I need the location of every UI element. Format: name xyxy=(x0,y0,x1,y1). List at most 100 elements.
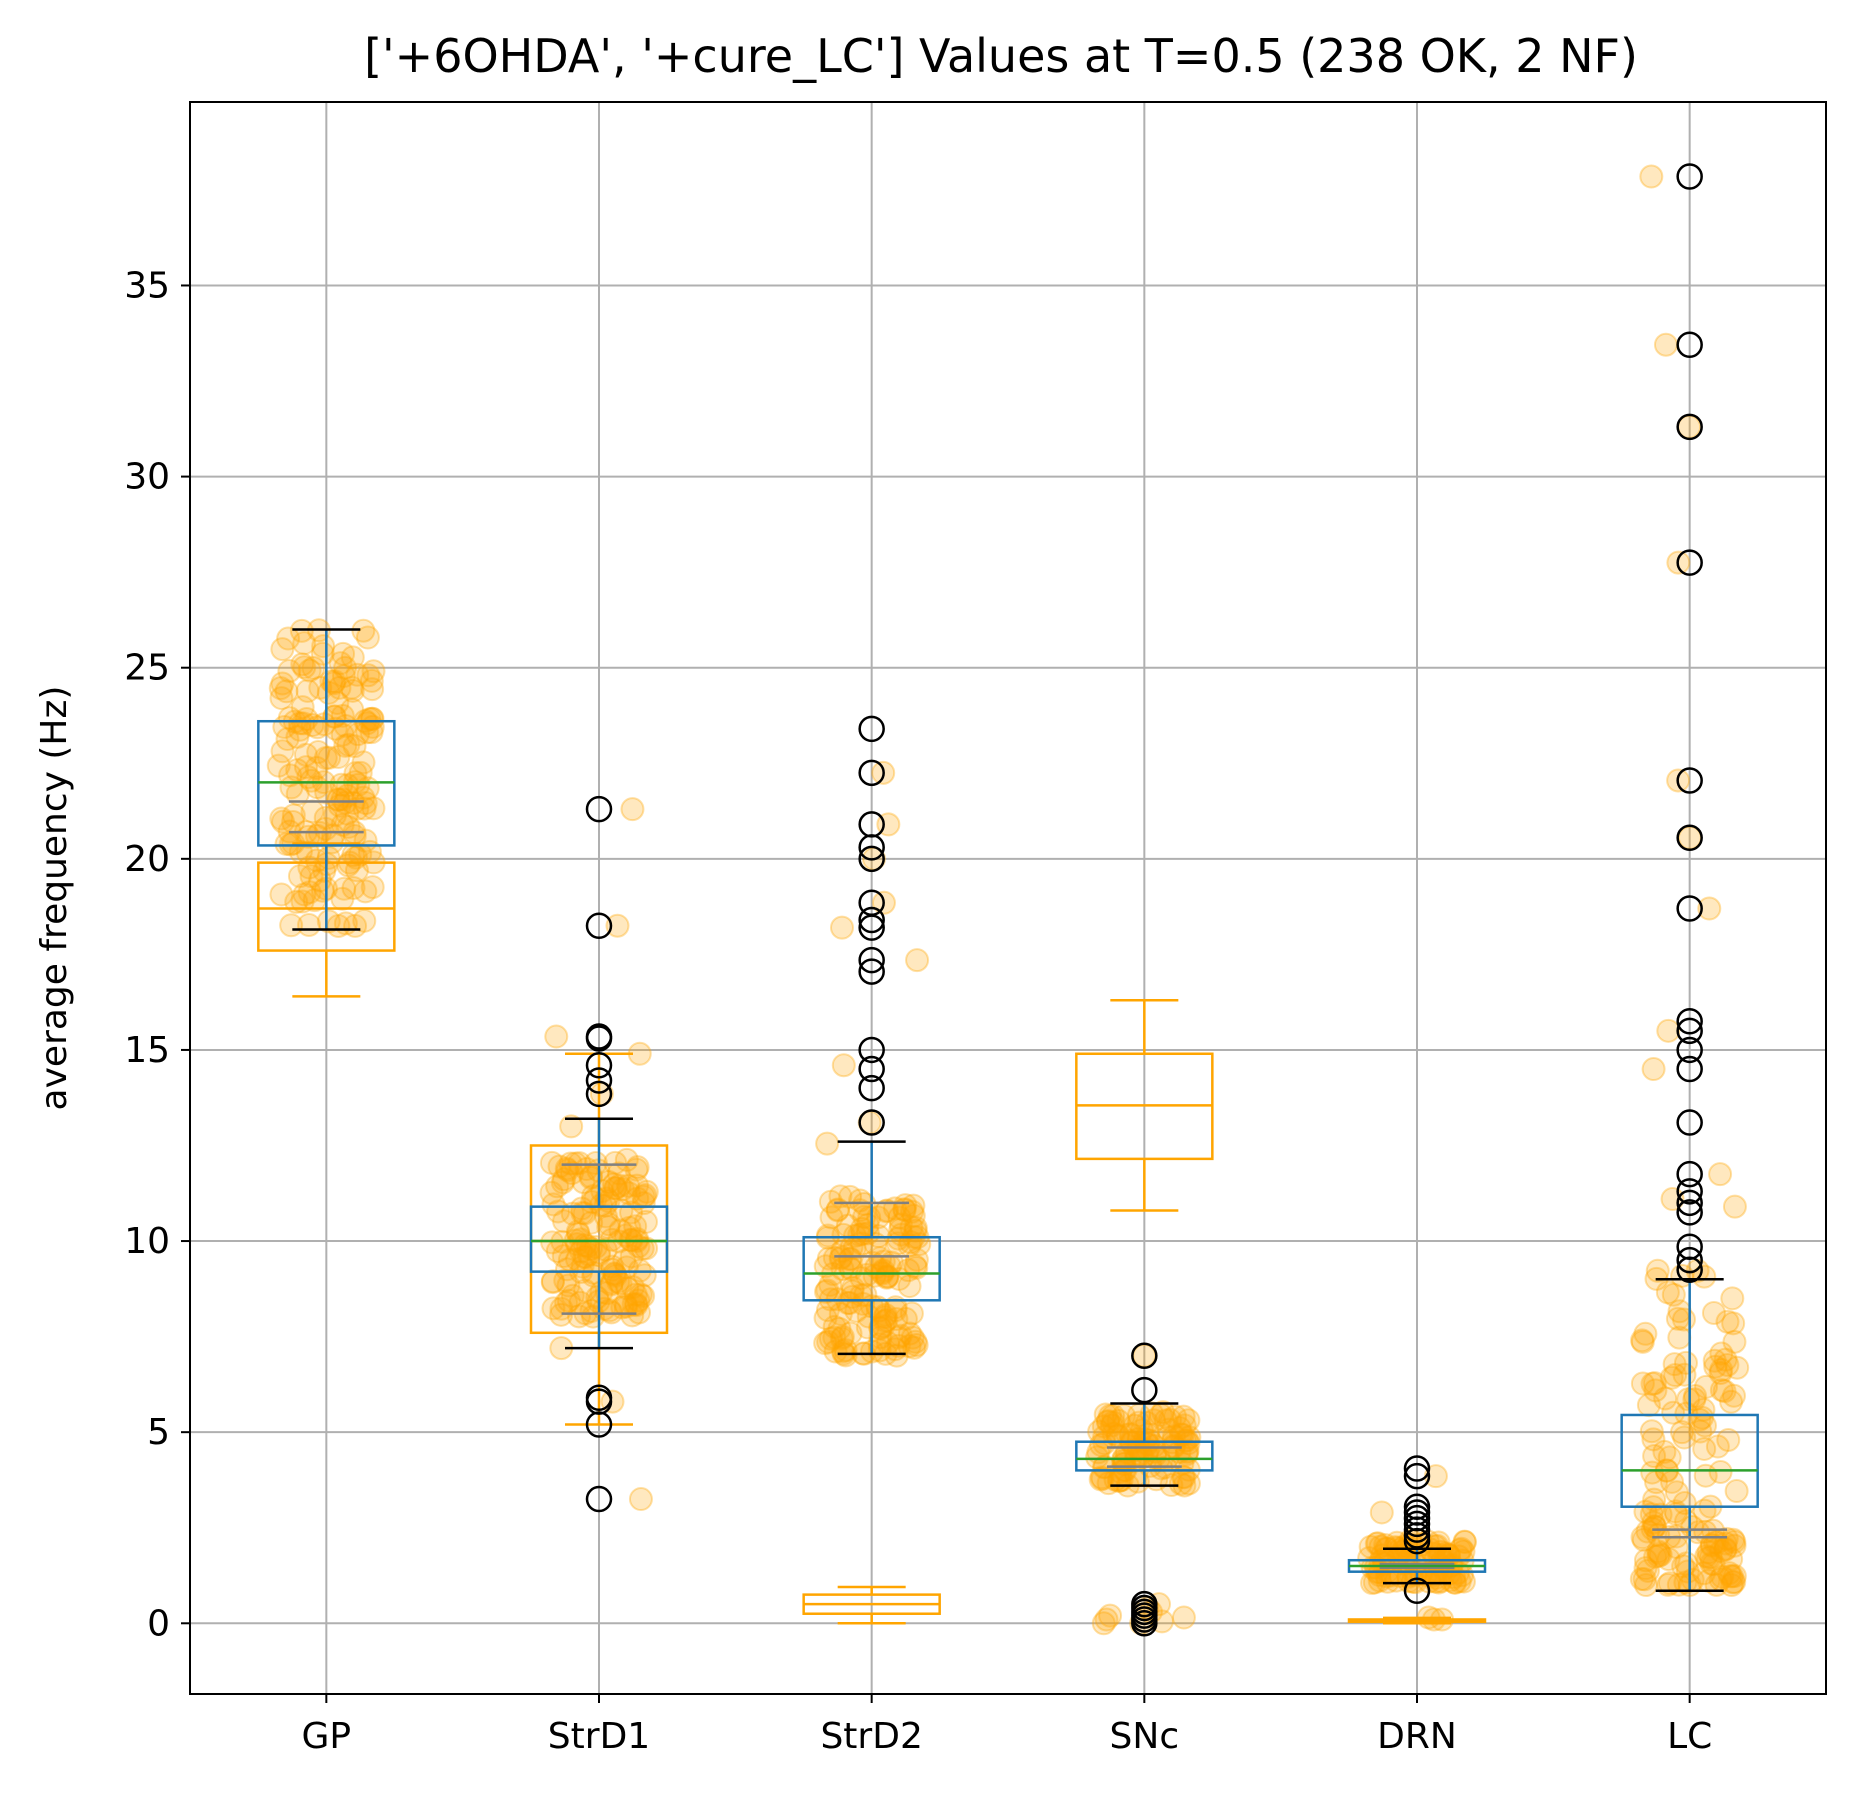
scatter-point-lc xyxy=(1653,1386,1678,1411)
scatter-point-strd2 xyxy=(874,1265,899,1290)
scatter-point-snc xyxy=(1151,1400,1176,1425)
scatter-point-strd1 xyxy=(556,1288,581,1313)
scatter-point-gp xyxy=(289,618,314,643)
scatter-point-strd1 xyxy=(628,1282,653,1307)
scatter-point-gp xyxy=(270,671,295,696)
scatter-point-gp xyxy=(295,678,320,703)
scatter-point-strd2 xyxy=(847,1222,872,1247)
scatter-point-strd2 xyxy=(903,1329,928,1354)
scatter-point-lc xyxy=(1693,1463,1718,1488)
scatter-point-snc xyxy=(1172,1465,1197,1490)
scatter-point-strd2 xyxy=(851,1291,876,1316)
scatter-point-gp xyxy=(331,641,356,666)
scatter-point-lc xyxy=(1630,1371,1655,1396)
scatter-point-strd1 xyxy=(565,1219,590,1244)
scatter-point-lc xyxy=(1724,1479,1749,1504)
scatter-point-lc xyxy=(1641,1427,1666,1452)
scatter-point-strd1 xyxy=(572,1244,597,1269)
outlier-lc xyxy=(1676,1008,1703,1035)
scatter-point-gp xyxy=(343,913,368,938)
scatter-point-lc xyxy=(1716,1427,1741,1452)
scatter-point-gp xyxy=(352,796,377,821)
scatter-point-gp xyxy=(360,677,385,702)
scatter-point-lc xyxy=(1722,1194,1747,1219)
scatter-point-lc xyxy=(1708,1361,1733,1386)
scatter-point-strd1 xyxy=(599,1227,624,1252)
scatter-point-gp xyxy=(355,711,380,736)
scatter-point-snc xyxy=(1171,1605,1196,1630)
scatter-point-drn xyxy=(1425,1533,1450,1558)
scatter-point-snc xyxy=(1136,1432,1161,1457)
outlier-lc xyxy=(1676,824,1703,852)
scatter-point-strd2 xyxy=(838,1246,863,1271)
scatter-point-strd1 xyxy=(614,1294,639,1319)
scatter-point-gp xyxy=(352,908,377,933)
scatter-point-gp xyxy=(300,713,325,738)
scatter-point-strd2 xyxy=(893,1306,918,1331)
scatter-point-strd1 xyxy=(603,1176,628,1201)
scatter-point-strd2 xyxy=(868,1316,893,1341)
scatter-point-strd2 xyxy=(833,1338,858,1363)
scatter-point-snc xyxy=(1163,1404,1188,1429)
scatter-point-strd2 xyxy=(875,1198,900,1223)
scatter-point-strd2 xyxy=(900,1199,925,1224)
scatter-point-drn xyxy=(1421,1607,1446,1632)
scatter-point-gp xyxy=(331,663,356,688)
scatter-point-strd2 xyxy=(868,1246,893,1271)
scatter-point-strd1 xyxy=(565,1232,590,1257)
scatter-point-gp xyxy=(285,758,310,783)
x-tick-label-lc: LC xyxy=(1667,1716,1712,1757)
scatter-point-gp xyxy=(290,695,315,720)
scatter-point-strd2 xyxy=(830,1324,855,1349)
x-tick-label-strd2: StrD2 xyxy=(820,1716,922,1757)
scatter-point-snc xyxy=(1136,1422,1161,1447)
x-tick-label-gp: GP xyxy=(302,1716,352,1757)
plot-area-frame xyxy=(189,101,1827,1695)
scatter-point-lc xyxy=(1698,1545,1723,1570)
scatter-point-snc xyxy=(1089,1432,1114,1457)
scatter-point-strd1 xyxy=(539,1150,564,1175)
outlier-strd1 xyxy=(585,1067,613,1094)
scatter-point-gp xyxy=(299,864,324,889)
scatter-point-lc xyxy=(1661,1282,1686,1307)
scatter-point-strd2 xyxy=(904,1332,929,1357)
scatter-point-lc xyxy=(1633,1556,1658,1581)
scatter-point-gp xyxy=(305,823,330,848)
scatter-point-strd2 xyxy=(868,1315,893,1340)
scatter-point-strd1 xyxy=(559,1114,584,1139)
scatter-point-snc xyxy=(1161,1433,1186,1458)
y-tick-label: 25 xyxy=(124,648,170,689)
scatter-point-gp xyxy=(328,651,353,676)
scatter-point-gp xyxy=(285,724,310,749)
scatter-point-gp xyxy=(313,805,338,830)
scatter-point-gp xyxy=(327,793,352,818)
scatter-point-lc xyxy=(1722,1329,1747,1354)
scatter-point-lc xyxy=(1630,1328,1655,1353)
scatter-point-strd2 xyxy=(886,1333,911,1358)
outlier-lc xyxy=(1676,1160,1703,1188)
scatter-point-lc xyxy=(1708,1162,1733,1187)
scatter-point-lc xyxy=(1672,1425,1697,1450)
scatter-point-gp xyxy=(345,796,370,821)
scatter-point-gp xyxy=(353,791,378,816)
scatter-point-strd2 xyxy=(857,1205,882,1230)
scatter-point-lc xyxy=(1715,1309,1740,1334)
scatter-point-snc xyxy=(1106,1408,1131,1433)
scatter-point-snc xyxy=(1168,1471,1193,1496)
y-tick-label: 35 xyxy=(124,265,170,306)
scatter-point-gp xyxy=(305,775,330,800)
scatter-point-strd2 xyxy=(897,1274,922,1299)
scatter-point-snc xyxy=(1153,1408,1178,1433)
scatter-point-strd1 xyxy=(553,1268,578,1293)
scatter-point-strd1 xyxy=(610,1177,635,1202)
scatter-point-strd2 xyxy=(855,1212,880,1237)
scatter-point-snc xyxy=(1176,1408,1201,1433)
scatter-point-lc xyxy=(1715,1352,1740,1377)
scatter-point-lc xyxy=(1633,1321,1658,1346)
scatter-point-snc xyxy=(1122,1413,1147,1438)
scatter-point-strd2 xyxy=(862,1263,887,1288)
scatter-point-lc xyxy=(1709,1357,1734,1382)
scatter-point-strd1 xyxy=(567,1151,592,1176)
scatter-point-gp xyxy=(288,839,313,864)
